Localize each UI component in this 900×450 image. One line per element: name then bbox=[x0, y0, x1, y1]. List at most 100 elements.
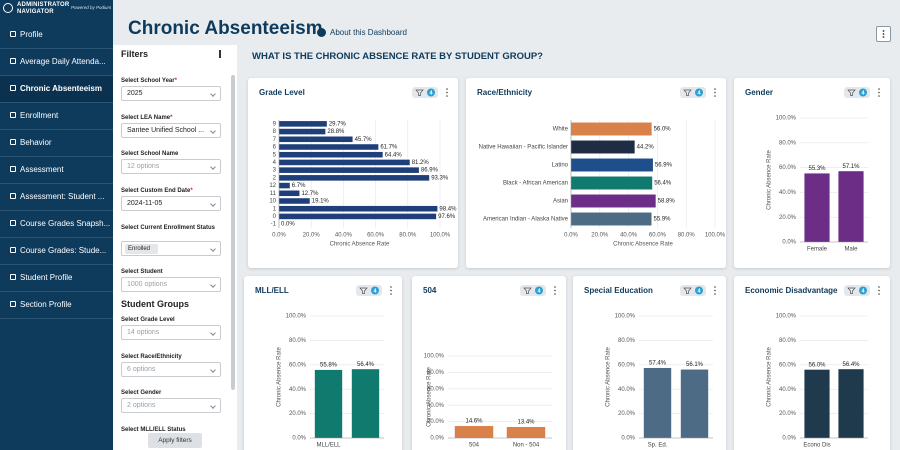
nav-item[interactable]: Assessment bbox=[0, 157, 113, 184]
y-tick-label: 100.0% bbox=[776, 314, 797, 320]
nav-item[interactable]: Assessment: Student ... bbox=[0, 184, 113, 211]
value-label: 44.2% bbox=[637, 145, 655, 151]
y-tick-label: 20.0% bbox=[289, 411, 307, 417]
bar bbox=[279, 198, 310, 204]
filter-pill[interactable]: 4 bbox=[680, 87, 706, 98]
nav-item[interactable]: Average Daily Attenda... bbox=[0, 49, 113, 76]
filter-count: 4 bbox=[697, 90, 701, 96]
filter-pill[interactable]: 4 bbox=[412, 87, 438, 98]
y-tick-label: 20.0% bbox=[618, 411, 636, 417]
category-label: 8 bbox=[273, 129, 277, 135]
powered-by: Powered by Podium bbox=[71, 5, 112, 10]
y-tick-label: 40.0% bbox=[779, 190, 797, 196]
y-tick-label: 40.0% bbox=[427, 403, 445, 409]
nav-item[interactable]: Enrollment bbox=[0, 103, 113, 130]
select-box[interactable]: 6 options bbox=[121, 362, 221, 377]
select-value: 1000 options bbox=[127, 281, 168, 288]
x-tick-label: 80.0% bbox=[399, 233, 417, 239]
nav-item[interactable]: Course Grades Snapsh... bbox=[0, 211, 113, 238]
bar bbox=[571, 212, 652, 226]
kebab-dot bbox=[714, 289, 716, 292]
bar bbox=[804, 369, 830, 438]
bar bbox=[838, 369, 864, 438]
select-box[interactable]: 1000 options bbox=[121, 277, 221, 292]
kebab-dot bbox=[390, 286, 392, 288]
chart-card: Gender 4 0.0% 20.0% 40.0% 60.0% 80.0% 100.0% Chr… bbox=[734, 78, 890, 268]
nav-item[interactable]: Section Profile bbox=[0, 292, 113, 319]
nav-item[interactable]: Behavior bbox=[0, 130, 113, 157]
category-label: MLL/ELL bbox=[316, 443, 341, 449]
header: Chronic Absenteeism About this Dashboard bbox=[113, 0, 900, 45]
chart-title: Economic Disadvantage bbox=[745, 286, 838, 295]
y-tick-label: 60.0% bbox=[289, 362, 307, 368]
nav-item[interactable]: Student Profile bbox=[0, 265, 113, 292]
nav-item[interactable]: Profile bbox=[0, 22, 113, 49]
chart: 504 40.0%20.0%40.0%60.0%80.0%100.0%Chroni… bbox=[423, 285, 556, 449]
nav-icon bbox=[10, 247, 16, 253]
kebab-dot bbox=[878, 293, 880, 295]
select-box[interactable]: 2025 bbox=[121, 86, 221, 101]
chart: MLL/ELL 40.0%20.0%40.0%60.0%80.0%100.0%Ch… bbox=[255, 285, 392, 449]
about-link[interactable]: About this Dashboard bbox=[330, 28, 407, 37]
select-value: Santee Unified School ... bbox=[127, 127, 205, 134]
badge bbox=[859, 88, 867, 97]
x-tick-label: 100.0% bbox=[705, 233, 726, 239]
select-value: 12 options bbox=[127, 163, 160, 170]
category-label: Black - African American bbox=[503, 181, 568, 187]
filter-icon bbox=[359, 287, 368, 294]
bar bbox=[571, 122, 652, 136]
nav-label: Course Grades Snapsh... bbox=[20, 219, 111, 228]
filter-pill[interactable]: 4 bbox=[680, 285, 706, 296]
y-tick-label: 80.0% bbox=[779, 140, 797, 146]
chart-title: MLL/ELL bbox=[255, 286, 289, 295]
value-label: 13.4% bbox=[517, 420, 535, 426]
value-label: 56.0% bbox=[808, 362, 826, 368]
nav-item[interactable]: Chronic Absenteeism bbox=[0, 76, 113, 103]
bar bbox=[279, 182, 290, 189]
filter-pill[interactable]: 4 bbox=[520, 285, 546, 296]
logo-text: ADMINISTRATOR bbox=[17, 2, 70, 8]
apply-button[interactable]: Apply filters bbox=[148, 433, 202, 448]
bar bbox=[680, 369, 709, 438]
y-tick-label: 40.0% bbox=[779, 387, 797, 393]
bar bbox=[279, 213, 437, 220]
menu-button[interactable] bbox=[876, 26, 891, 42]
category-label: Asian bbox=[553, 199, 568, 205]
scrollbar[interactable] bbox=[231, 75, 235, 390]
filter-pill[interactable]: 4 bbox=[356, 285, 382, 296]
y-tick-label: 0.0% bbox=[782, 436, 796, 442]
field-label: Select Grade Level bbox=[121, 316, 221, 324]
y-tick-label: 0.0% bbox=[621, 436, 635, 442]
select-box[interactable]: 14 options bbox=[121, 325, 221, 340]
filter-pill[interactable]: 4 bbox=[844, 87, 870, 98]
value-label: 56.1% bbox=[686, 362, 704, 368]
bar bbox=[279, 167, 419, 173]
y-tick-label: 100.0% bbox=[615, 314, 636, 320]
y-tick-label: 40.0% bbox=[618, 387, 636, 393]
nav-item[interactable]: Course Grades: Stude... bbox=[0, 238, 113, 265]
field-label-text: Select Current Enrollment Status bbox=[121, 225, 216, 231]
select-box[interactable]: 12 options bbox=[121, 159, 221, 174]
filter-pill[interactable]: 4 bbox=[844, 285, 870, 296]
x-tick-label: 40.0% bbox=[620, 233, 638, 239]
caret bbox=[210, 91, 216, 97]
value-label: 61.7% bbox=[380, 145, 398, 151]
field-label-text: Select MLL/ELL Status bbox=[121, 427, 186, 433]
select-box[interactable]: Enrolled bbox=[121, 241, 221, 256]
select-box[interactable]: 2 options bbox=[121, 398, 221, 413]
filter-panel: Filters Select School Year* 2025 Select LEA… bbox=[113, 45, 237, 450]
category-label: Native Hawaiian - Pacific Islander bbox=[479, 145, 568, 151]
chart: Grade Level 40.0% 20.0% 40.0% 60.0% 80.0% 100.… bbox=[259, 87, 457, 248]
select-value: 2 options bbox=[127, 402, 156, 409]
select-box[interactable]: 2024-11-05 bbox=[121, 196, 221, 211]
chart: Race/Ethnicity 40.0% 20.0% 40.0% 60.0% 80.0% 1… bbox=[477, 87, 726, 248]
select-box[interactable]: Santee Unified School ... bbox=[121, 123, 221, 138]
nav-icon bbox=[10, 166, 16, 172]
kebab-dot bbox=[878, 289, 880, 292]
value-label: 98.4% bbox=[439, 206, 457, 212]
y-tick-label: 60.0% bbox=[427, 386, 445, 392]
collapse-filters[interactable] bbox=[219, 50, 221, 58]
bar bbox=[314, 369, 343, 438]
caret bbox=[210, 367, 216, 373]
field-label: Select Gender bbox=[121, 389, 221, 397]
